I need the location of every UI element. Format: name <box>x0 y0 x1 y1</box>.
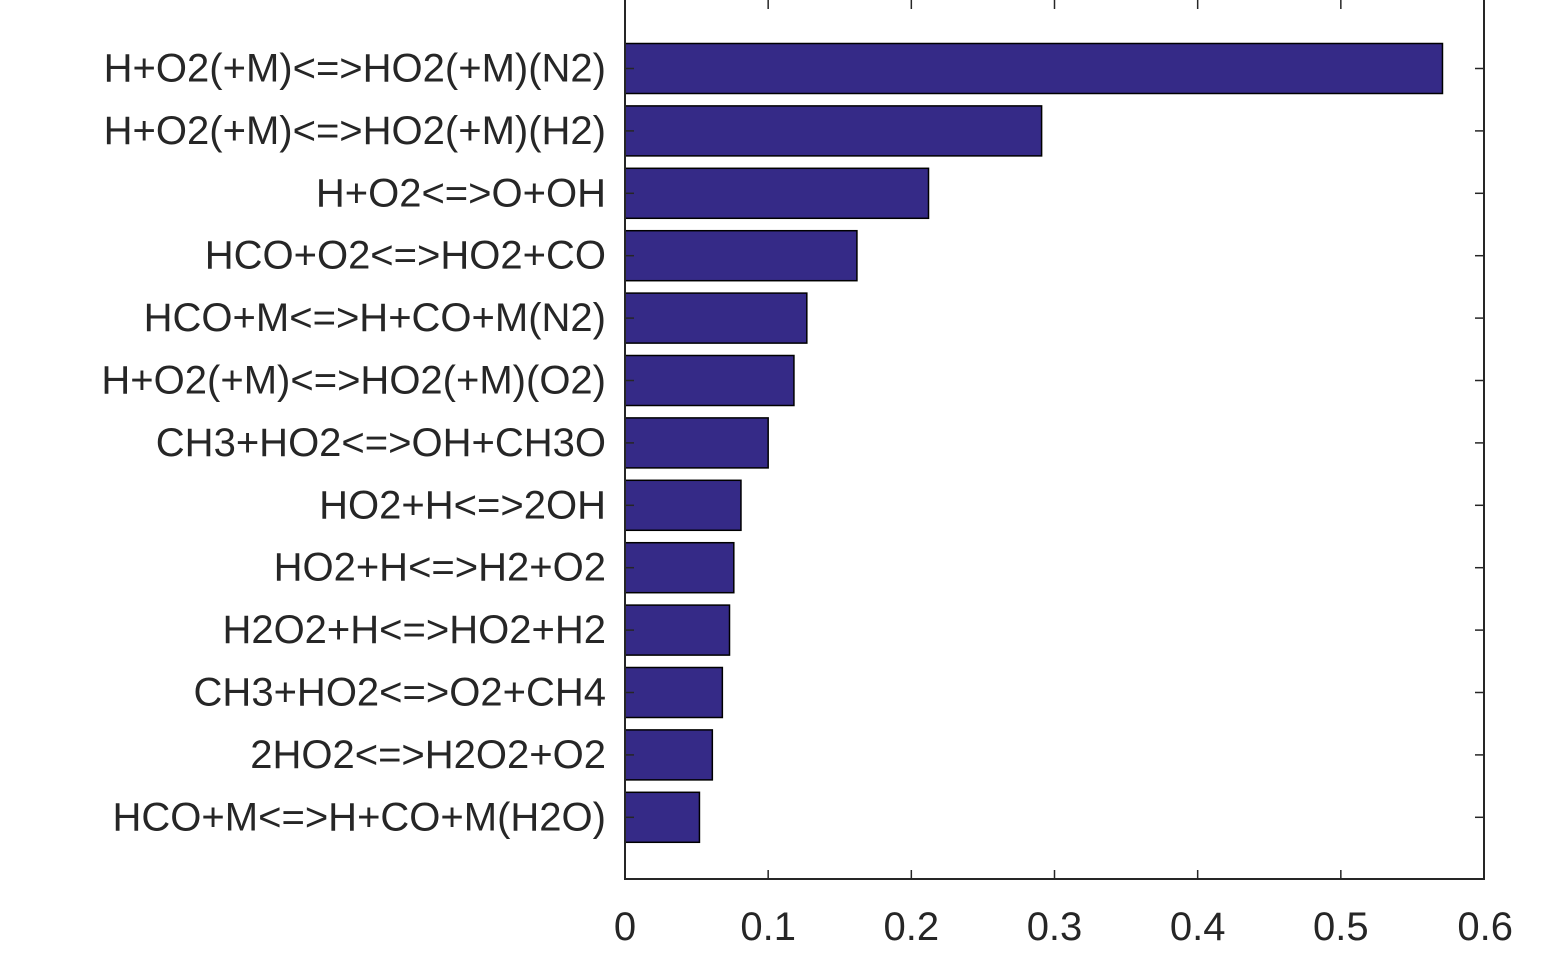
x-tick-label: 0.3 <box>1027 905 1083 949</box>
x-tick-label: 0.4 <box>1170 905 1226 949</box>
bar <box>624 292 808 344</box>
bar <box>624 105 1043 157</box>
category-label: HCO+M<=>H+CO+M(H2O) <box>113 795 606 839</box>
category-label: CH3+HO2<=>O2+CH4 <box>194 671 606 715</box>
category-label: CH3+HO2<=>OH+CH3O <box>156 421 606 465</box>
y-axis-ticks <box>625 67 1484 819</box>
bar <box>624 729 714 781</box>
category-label: H+O2(+M)<=>HO2(+M)(H2) <box>104 109 606 153</box>
bar <box>624 42 1444 95</box>
plot-frame <box>624 0 1485 880</box>
category-label: HCO+O2<=>HO2+CO <box>205 234 606 278</box>
category-label: HO2+H<=>2OH <box>319 483 606 527</box>
category-labels: H+O2(+M)<=>HO2(+M)(N2) H+O2(+M)<=>HO2(+M)… <box>101 47 606 840</box>
category-label: HCO+M<=>H+CO+M(N2) <box>144 296 606 340</box>
bar <box>624 167 930 220</box>
x-tick-label: 0.1 <box>740 905 796 949</box>
bar <box>624 791 701 844</box>
bar <box>624 417 769 469</box>
x-tick-label: 0 <box>614 905 636 949</box>
x-tick-label: 0.5 <box>1313 905 1369 949</box>
x-axis-tick-labels: 0 0.1 0.2 0.3 0.4 0.5 0.6 <box>614 905 1513 949</box>
bar <box>624 229 858 282</box>
bar <box>624 541 735 594</box>
category-label: 2HO2<=>H2O2+O2 <box>250 733 606 777</box>
bar <box>624 604 731 656</box>
x-tick-label: 0.6 <box>1457 905 1513 949</box>
bar <box>624 354 795 407</box>
category-label: H+O2(+M)<=>HO2(+M)(N2) <box>104 47 606 91</box>
bar <box>624 666 724 719</box>
bar-group <box>624 42 1444 844</box>
bar <box>624 479 742 532</box>
x-tick-label: 0.2 <box>884 905 940 949</box>
category-label: H2O2+H<=>HO2+H2 <box>222 608 606 652</box>
category-label: HO2+H<=>H2+O2 <box>274 546 606 590</box>
category-label: H+O2(+M)<=>HO2(+M)(O2) <box>101 359 606 403</box>
category-label: H+O2<=>O+OH <box>316 171 606 215</box>
